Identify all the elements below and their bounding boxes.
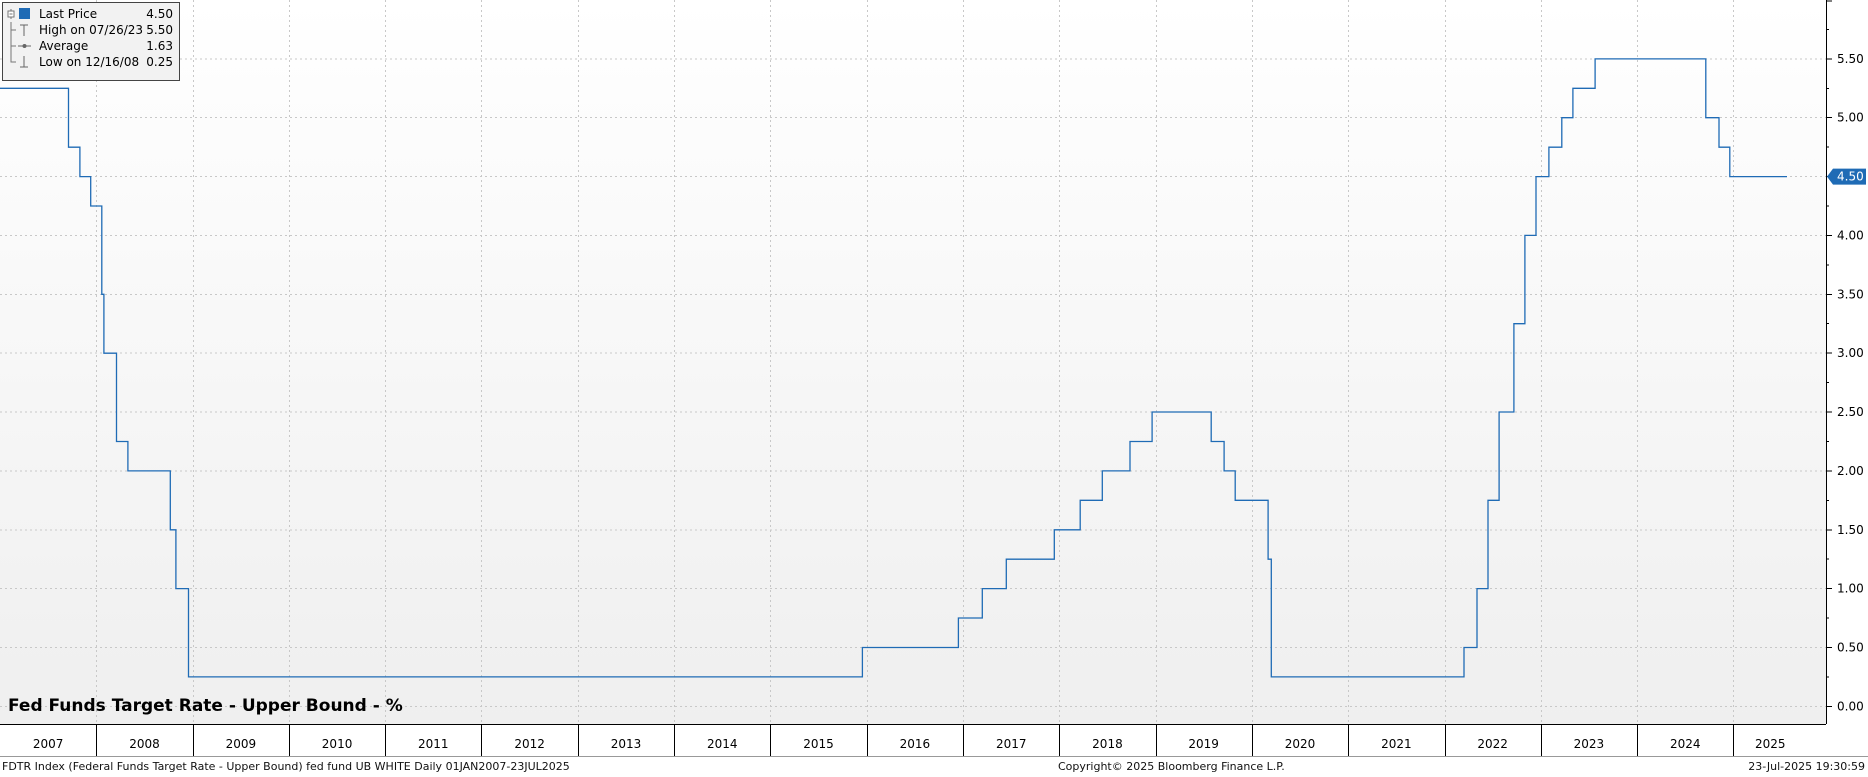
series-line-last-price bbox=[0, 58, 1787, 678]
legend-item-average: Average 1.63 bbox=[7, 38, 175, 54]
y-tick-label: 2.00 bbox=[1837, 464, 1864, 478]
legend-item-low: Low on 12/16/08 0.25 bbox=[7, 54, 175, 70]
x-tick-label: 2025 bbox=[1755, 737, 1786, 751]
plot-background bbox=[0, 0, 1826, 724]
legend: Last Price 4.50 High on 07/26/23 5.50 Av… bbox=[2, 2, 180, 81]
x-axis: 2007 2008 2009 2010 2011 2012 2013 2014 2015 2016… bbox=[0, 724, 1868, 757]
x-tick-label: 2017 bbox=[996, 737, 1027, 751]
legend-value: 1.63 bbox=[146, 39, 173, 53]
legend-label: High on 07/26/23 bbox=[39, 23, 144, 37]
x-tick-label: 2009 bbox=[226, 737, 257, 751]
y-tick-label: 3.00 bbox=[1837, 346, 1864, 360]
x-tick-label: 2018 bbox=[1092, 737, 1123, 751]
y-tick-label: 0.00 bbox=[1837, 699, 1864, 713]
x-tick-label: 2016 bbox=[900, 737, 931, 751]
y-tick-label: 0.50 bbox=[1837, 640, 1864, 654]
high-marker-icon bbox=[10, 22, 28, 38]
last-price-tag: 4.50 bbox=[1827, 168, 1866, 185]
x-tick-label: 2012 bbox=[514, 737, 545, 751]
x-tick-label: 2010 bbox=[322, 737, 353, 751]
y-axis: 0.00 0.50 1.00 1.50 2.00 2.50 3.00 3.50 4.00 4.50… bbox=[1826, 0, 1864, 724]
x-tick-label: 2024 bbox=[1670, 737, 1701, 751]
x-tick-label: 2022 bbox=[1477, 737, 1508, 751]
y-tick-label: 1.00 bbox=[1837, 582, 1864, 596]
footer-security-description: FDTR Index (Federal Funds Target Rate - … bbox=[2, 760, 570, 773]
y-tick-label: 5.00 bbox=[1837, 111, 1864, 125]
legend-value: 0.25 bbox=[146, 55, 173, 69]
y-tick-label: 3.50 bbox=[1837, 287, 1864, 301]
grid-lines bbox=[0, 0, 1826, 724]
chart-title: Fed Funds Target Rate - Upper Bound - % bbox=[8, 696, 403, 716]
low-marker-icon bbox=[10, 54, 28, 68]
y-tick-label: 1.50 bbox=[1837, 523, 1864, 537]
last-price-tag-label: 4.50 bbox=[1837, 170, 1864, 184]
y-tick-label: 4.00 bbox=[1837, 228, 1864, 242]
series-layer: 4.50 bbox=[0, 58, 1866, 678]
footer-copyright: Copyright© 2025 Bloomberg Finance L.P. bbox=[1058, 760, 1285, 773]
legend-label: Average bbox=[39, 39, 89, 53]
x-tick-label: 2023 bbox=[1574, 737, 1605, 751]
last-price-tag-shape bbox=[1827, 168, 1866, 185]
x-tick-label: 2013 bbox=[611, 737, 642, 751]
x-tick-label: 2019 bbox=[1188, 737, 1219, 751]
x-tick-label: 2007 bbox=[33, 737, 64, 751]
legend-value: 5.50 bbox=[146, 23, 173, 37]
x-tick-label: 2008 bbox=[129, 737, 160, 751]
legend-item-last-price: Last Price 4.50 bbox=[7, 6, 175, 22]
legend-value: 4.50 bbox=[146, 7, 173, 21]
x-axis-band bbox=[0, 724, 1868, 756]
y-tick-label: 5.50 bbox=[1837, 52, 1864, 66]
y-tick-label: 2.50 bbox=[1837, 405, 1864, 419]
x-tick-label: 2015 bbox=[803, 737, 834, 751]
average-marker-icon bbox=[10, 38, 31, 54]
footer-timestamp: 23-Jul-2025 19:30:59 bbox=[1748, 760, 1865, 773]
x-tick-label: 2014 bbox=[707, 737, 738, 751]
legend-item-high: High on 07/26/23 5.50 bbox=[7, 22, 175, 38]
legend-label: Last Price bbox=[39, 7, 98, 21]
legend-square-icon bbox=[7, 8, 30, 19]
x-tick-label: 2020 bbox=[1285, 737, 1316, 751]
x-tick-label: 2011 bbox=[418, 737, 449, 751]
legend-label: Low on 12/16/08 bbox=[39, 55, 140, 69]
x-tick-label: 2021 bbox=[1381, 737, 1412, 751]
